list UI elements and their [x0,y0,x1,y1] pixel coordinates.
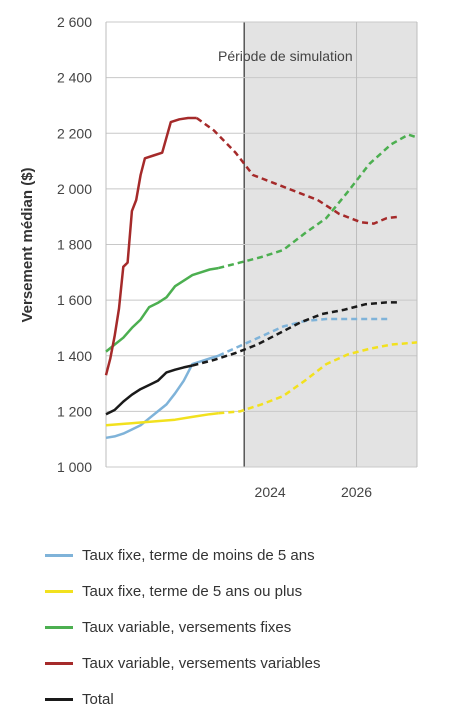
y-tick-label: 1 200 [57,403,92,419]
legend-swatch [45,661,73,665]
series-line-actual-3 [104,116,197,376]
series-line-projected-1 [218,341,418,415]
y-tick-label: 1 000 [57,459,92,475]
legend-item: Taux fixe, terme de moins de 5 ans [45,537,320,573]
y-axis-label: Versement médian ($) [19,167,36,322]
y-tick-label: 2 400 [57,70,92,86]
y-tick-label: 1 800 [57,237,92,253]
y-tick-label: 2 600 [57,14,92,30]
simulation-period-label: Période de simulation [218,48,353,64]
y-tick-label: 1 600 [57,292,92,308]
series-line-actual-0 [105,354,219,440]
legend-label: Total [82,690,114,708]
legend-swatch [45,589,73,593]
series-line-actual-2 [105,266,219,353]
legend-item: Taux variable, versements variables [45,645,320,681]
legend-item: Total [45,681,320,717]
legend-swatch [45,697,73,701]
legend-label: Taux fixe, terme de moins de 5 ans [82,546,315,564]
legend-swatch [45,625,73,629]
x-tick-label: 2024 [255,484,286,500]
legend-swatch [45,553,73,557]
x-axis-ticks: 2024 2026 [255,484,373,500]
legend: Taux fixe, terme de moins de 5 ans Taux f… [45,537,320,717]
legend-item: Taux variable, versements fixes [45,609,320,645]
legend-item: Taux fixe, terme de 5 ans ou plus [45,573,320,609]
chart: Période de simulation 1 000 1 200 1 400 1 6… [19,14,418,500]
series-line-projected-4 [192,301,400,367]
x-tick-label: 2026 [341,484,372,500]
series-line-actual-1 [105,412,219,427]
series-line-projected-3 [195,116,400,225]
legend-label: Taux fixe, terme de 5 ans ou plus [82,582,303,600]
series-layer [104,116,418,440]
legend-label: Taux variable, versements fixes [82,618,292,636]
y-tick-label: 1 400 [57,348,92,364]
y-axis-ticks: 1 000 1 200 1 400 1 600 1 800 2 000 2 200 2 400… [57,14,92,475]
y-tick-label: 2 200 [57,125,92,141]
series-line-projected-2 [217,133,418,270]
legend-label: Taux variable, versements variables [82,654,321,672]
y-tick-label: 2 000 [57,181,92,197]
series-line-actual-4 [105,364,193,416]
